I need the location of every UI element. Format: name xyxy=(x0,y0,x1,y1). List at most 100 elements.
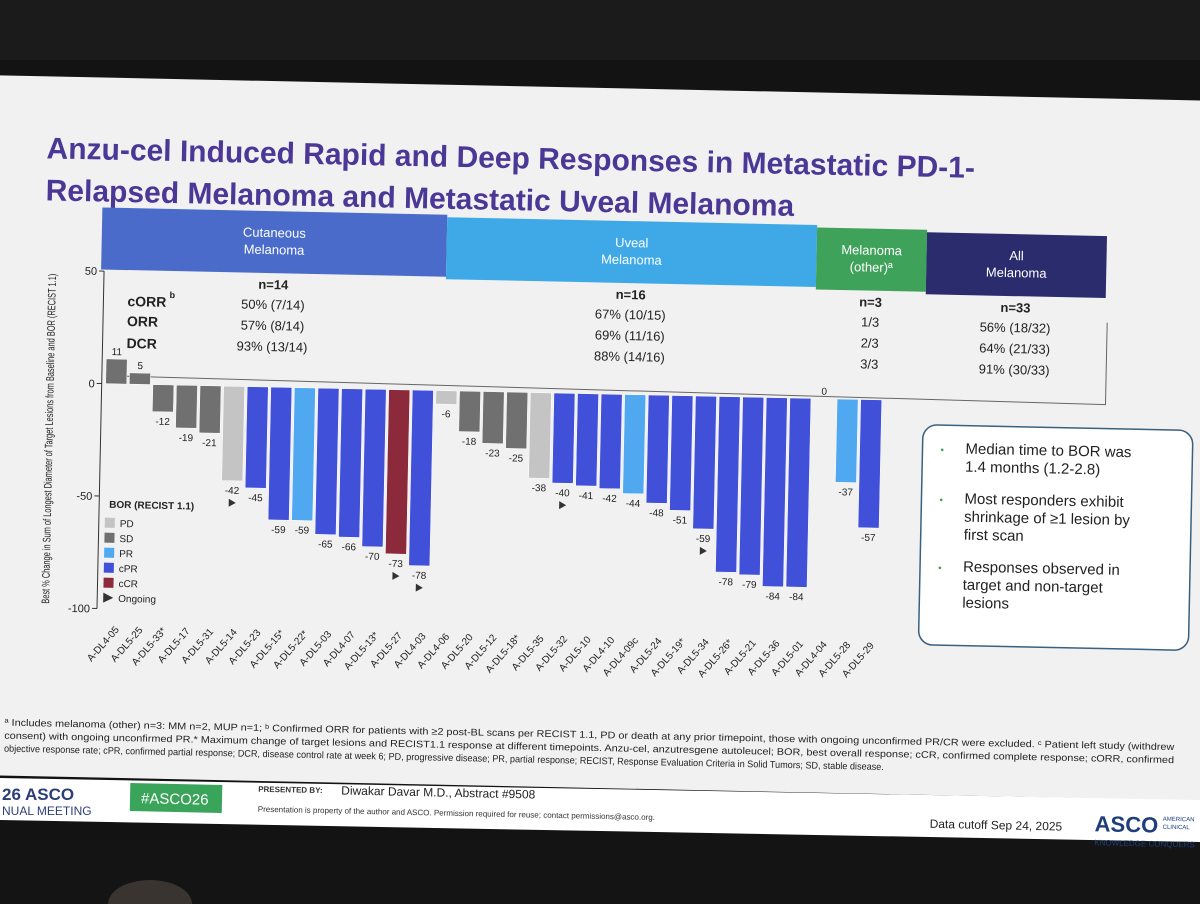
metric-label-corr: cORR xyxy=(127,293,166,310)
y-tick-label: -50 xyxy=(76,491,92,503)
bar-value-label: -40 xyxy=(555,488,570,499)
metric-corr-3: 56% (18/32) xyxy=(980,319,1051,335)
bar-value-label: -19 xyxy=(179,433,194,444)
bar-A-DL5-32 xyxy=(551,392,576,484)
bar-value-label: -78 xyxy=(412,571,427,582)
bar-value-label: -48 xyxy=(649,508,664,519)
bar-value-label: -59 xyxy=(696,534,711,545)
asco-logo-small2: CLINICAL xyxy=(1163,825,1191,832)
metric-corr-2: 1/3 xyxy=(861,314,879,329)
bar-value-label: -41 xyxy=(579,491,594,502)
bar-A-DL5-24 xyxy=(645,394,670,504)
bar-A-DL5-12 xyxy=(481,391,505,444)
bar-value-label: -65 xyxy=(318,539,333,550)
bar-value-label: -23 xyxy=(485,448,500,459)
legend-swatch-PR xyxy=(104,547,115,558)
callout-line: shrinkage of ≥1 lesion by xyxy=(964,509,1131,529)
metric-orr-3: 64% (21/33) xyxy=(979,340,1050,356)
metric-label-orr: ORR xyxy=(127,313,158,330)
bar-A-DL5-19* xyxy=(669,395,694,511)
group-band-2 xyxy=(815,227,928,292)
bar-value-label: 11 xyxy=(112,347,123,358)
legend-swatch-SD xyxy=(104,532,115,543)
group-label-1: Uveal xyxy=(615,235,649,251)
metric-dcr-0: 93% (13/14) xyxy=(236,338,307,354)
bar-A-DL5-35 xyxy=(528,392,552,479)
bullet-marker: • xyxy=(939,495,943,506)
metric-dcr-1: 88% (14/16) xyxy=(594,348,665,364)
legend-label-cPR: cPR xyxy=(119,564,138,575)
y-tick-label: 0 xyxy=(88,378,94,390)
bar-value-label: -37 xyxy=(838,487,853,498)
metric-orr-0: 57% (8/14) xyxy=(241,317,305,333)
meeting-name: 26 ASCO xyxy=(2,785,74,804)
bar-A-DL5-01 xyxy=(785,397,812,588)
bar-value-label: -51 xyxy=(673,515,688,526)
bar-value-label: -25 xyxy=(509,453,524,464)
bar-value-label: -84 xyxy=(789,592,804,603)
legend-swatch-cPR xyxy=(103,562,114,573)
bar-A-DL4-10 xyxy=(598,393,623,490)
asco-tagline: KNOWLEDGE CONQUERS xyxy=(1094,838,1195,849)
group-label2-2: (other)ª xyxy=(850,259,894,275)
callout-line: Most responders exhibit xyxy=(964,491,1124,511)
bar-value-label: -44 xyxy=(626,499,641,510)
metric-table-border xyxy=(109,322,1108,406)
legend-ongoing-icon xyxy=(103,592,114,603)
presented-by-label: PRESENTED BY: xyxy=(258,785,322,795)
group-label2-3: Melanoma xyxy=(986,265,1048,281)
group-band-3 xyxy=(925,232,1108,299)
metric-dcr-3: 91% (30/33) xyxy=(979,361,1050,377)
bar-value-label: -12 xyxy=(155,417,170,428)
bar-value-label: -84 xyxy=(765,591,780,602)
metric-corr-1: 67% (10/15) xyxy=(595,306,666,322)
bar-A-DL5-20 xyxy=(458,390,481,433)
bar-A-DL5-33* xyxy=(152,384,175,413)
meeting-subtitle: NUAL MEETING xyxy=(2,804,92,818)
metric-n-3: n=33 xyxy=(1000,300,1030,316)
metric-n-2: n=3 xyxy=(859,294,882,309)
callout-bullet-2: Responses observed intarget and non-targ… xyxy=(962,559,1120,615)
callout-bullet-0: Median time to BOR was1.4 months (1.2-2.… xyxy=(965,441,1132,479)
bar-value-label: -59 xyxy=(295,525,310,536)
bar-A-DL5-10 xyxy=(575,393,599,487)
bar-A-DL5-18* xyxy=(505,391,529,449)
bar-value-label: -18 xyxy=(462,437,477,448)
bar-A-DL4-06 xyxy=(435,390,458,405)
bar-value-label: -79 xyxy=(742,580,757,591)
hashtag: #ASCO26 xyxy=(141,790,209,808)
bar-value-label: -42 xyxy=(602,494,617,505)
bar-value-label: -73 xyxy=(388,559,403,570)
bar-A-DL4-07 xyxy=(338,388,363,538)
y-axis xyxy=(96,271,105,609)
metric-corr-0: 50% (7/14) xyxy=(241,296,305,312)
bar-value-label: -78 xyxy=(718,577,733,588)
callout-line: first scan xyxy=(964,527,1024,545)
bar-value-label: -57 xyxy=(861,533,876,544)
bullet-marker: • xyxy=(938,563,942,574)
y-tick-label: 50 xyxy=(85,266,97,278)
data-cutoff: Data cutoff Sep 24, 2025 xyxy=(930,817,1063,834)
bar-A-DL5-03 xyxy=(314,387,340,535)
bar-A-DL5-27 xyxy=(385,389,411,555)
hashtag-badge xyxy=(129,783,223,813)
callout-line: lesions xyxy=(962,595,1009,613)
bar-value-label: 0 xyxy=(821,387,827,398)
bar-A-DL5-28 xyxy=(835,398,859,483)
metric-orr-1: 69% (11/16) xyxy=(595,327,665,343)
ongoing-marker xyxy=(392,571,400,580)
bar-value-label: -70 xyxy=(365,552,380,563)
bar-A-DL5-34 xyxy=(692,395,717,530)
callout-box: • Median time to BOR was1.4 months (1.2-2… xyxy=(917,424,1194,651)
bar-A-DL5-17 xyxy=(175,384,198,429)
legend-label-PR: PR xyxy=(119,549,133,560)
legend-swatch-PD xyxy=(104,517,115,528)
legend-title: BOR (RECIST 1.1) xyxy=(109,500,194,513)
bar-value-label: 5 xyxy=(137,361,143,372)
response-rate-table: n=14 50% (7/14) 57% (8/14) 93% (13/14) n=16 6… xyxy=(109,277,1108,406)
callout-bullet-1: Most responders exhibitshrinkage of ≥1 l… xyxy=(964,491,1131,547)
bar-A-DL4-05 xyxy=(105,358,128,385)
bar-value-label: -42 xyxy=(225,486,240,497)
